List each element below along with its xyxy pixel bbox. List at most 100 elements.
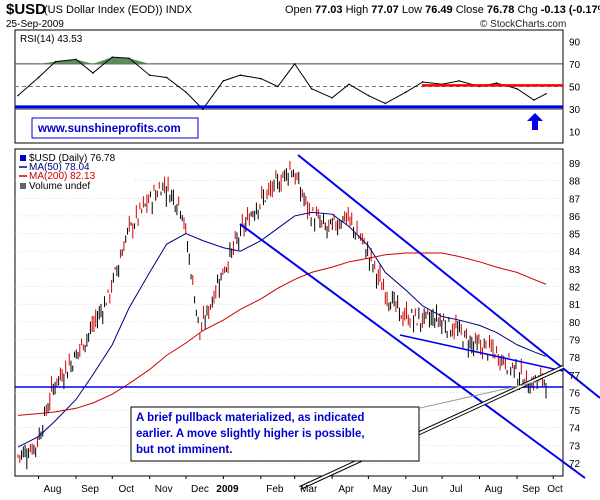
rsi-point: [405, 91, 407, 93]
up-arrow-icon: [527, 113, 543, 130]
x-axis-label: Sep: [81, 484, 99, 495]
rsi-y-tick-label: 90: [569, 37, 581, 48]
rsi-point: [516, 87, 518, 90]
price-y-tick-label: 81: [569, 300, 581, 311]
rsi-point: [331, 97, 333, 99]
price-y-tick-label: 80: [569, 318, 581, 329]
x-axis-label: Apr: [338, 484, 354, 495]
price-y-tick-label: 86: [569, 212, 581, 223]
x-axis-label: Oct: [547, 484, 563, 495]
rsi-point: [37, 76, 40, 79]
price-y-tick-label: 88: [569, 177, 581, 188]
x-axis-label: Aug: [485, 484, 503, 495]
price-y-tick-label: 84: [569, 247, 581, 258]
rsi-overbought-fill: [38, 57, 150, 64]
high-value: 77.07: [371, 4, 399, 16]
rsi-point: [384, 102, 387, 105]
support-trend-line: [399, 334, 564, 372]
rsi-legend-label: RSI(14) 43.53: [20, 34, 83, 45]
legend-volume-text: Volume undef: [29, 181, 90, 192]
rsi-point: [222, 80, 225, 82]
chart-description-text: (US Dollar Index (EOD)): [44, 4, 163, 16]
close-value: 76.78: [486, 4, 515, 16]
rsi-y-tick-label: 70: [569, 60, 581, 71]
rsi-point: [54, 60, 57, 63]
x-axis-label: Aug: [44, 484, 62, 495]
watermark-text: www.sunshineprofits.com: [37, 123, 181, 135]
ma200-line: [17, 252, 547, 416]
rsi-point: [202, 108, 204, 110]
chg-value: -0.13 (-0.17%): [540, 4, 600, 16]
legend-ma50-text: MA(50) 78.04: [29, 162, 90, 173]
chart-exchange: INDX: [165, 4, 192, 16]
rsi-point: [128, 57, 130, 60]
downtrend-lower-line: [239, 223, 586, 479]
rsi-point: [348, 83, 350, 86]
axis-layer: 10 30 50 70 90 89 88 87 86 85 84 83 82 81 80 79 78 77 76 75…: [38, 37, 581, 495]
x-axis-label: Jun: [412, 484, 428, 495]
rsi-point: [421, 81, 424, 83]
rsi-layer: [15, 56, 563, 110]
rsi-point: [92, 72, 94, 74]
x-axis-label: Mar: [300, 484, 318, 495]
low-value: 76.49: [425, 4, 453, 16]
chg-label: Chg: [517, 4, 538, 16]
legend-volume-swatch: [20, 183, 26, 189]
rsi-point: [148, 74, 151, 76]
x-axis-label: Oct: [118, 484, 134, 495]
price-y-tick-label: 74: [569, 424, 581, 435]
price-y-tick-label: 76: [569, 388, 581, 399]
rsi-point: [367, 94, 370, 97]
price-y-tick-label: 77: [569, 371, 581, 382]
price-y-tick-label: 82: [569, 283, 581, 294]
rsi-point: [239, 74, 242, 76]
rsi-point: [276, 85, 279, 88]
ma50-line: [17, 211, 547, 448]
rsi-point: [545, 93, 547, 95]
legend-ma200-text: MA(200) 82.13: [29, 171, 96, 182]
rsi-point: [75, 58, 77, 61]
high-label: High: [345, 4, 369, 16]
rsi-point: [293, 63, 296, 65]
price-y-tick-label: 85: [569, 230, 581, 241]
rsi-point: [458, 80, 460, 82]
ohlc-readout: Open 77.03 High 77.07 Low 76.49 Close 76…: [285, 4, 600, 16]
rsi-point: [165, 76, 168, 79]
rsi-y-tick-label: 10: [569, 128, 581, 139]
rsi-point: [533, 99, 535, 101]
x-axis-label: Sep: [522, 484, 540, 495]
open-label: Open: [285, 4, 312, 16]
rsi-point: [185, 91, 187, 93]
x-axis-label: Dec: [191, 484, 209, 495]
rsi-point: [310, 87, 313, 90]
x-axis-label: 2009: [216, 484, 239, 495]
annotation-line-2: earlier. A move slightly higher is possi…: [136, 428, 365, 440]
price-y-tick-label: 87: [569, 194, 581, 205]
stockcharts-credit: © StockCharts.com: [480, 19, 567, 30]
watermark-box: [31, 117, 199, 139]
rsi-point: [495, 82, 498, 84]
close-label: Close: [455, 4, 484, 16]
annotation-pointer-line: [419, 380, 541, 409]
annotation-line-3: but not imminent.: [136, 444, 232, 456]
annotation-box: [130, 406, 420, 462]
rsi-point: [111, 56, 114, 58]
x-axis-label: Jul: [450, 484, 463, 495]
annotation-line-1: A brief pullback materialized, as indica…: [136, 412, 364, 424]
pointer-line-inner: [299, 366, 564, 489]
price-layer: [15, 154, 600, 490]
rsi-line: [17, 56, 547, 110]
price-y-tick-label: 83: [569, 265, 581, 276]
price-y-tick-label: 73: [569, 441, 581, 452]
price-legend-bg: [17, 151, 135, 193]
chart-symbol: $USD: [6, 1, 47, 18]
annotation-text: A brief pullback materialized, as indica…: [136, 412, 368, 456]
open-value: 77.03: [314, 4, 343, 16]
price-y-tick-label: 79: [569, 335, 581, 346]
legend-symbol-swatch: [20, 155, 26, 161]
x-axis-label: May: [373, 484, 392, 495]
rsi-legend-bg: [17, 32, 109, 44]
legend-symbol-text: $USD (Daily) 76.78: [29, 153, 116, 164]
price-y-tick-label: 75: [569, 406, 581, 417]
